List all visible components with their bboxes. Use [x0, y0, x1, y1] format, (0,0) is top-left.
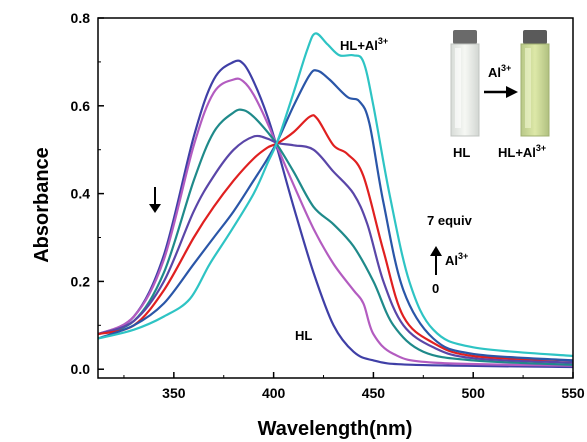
inset-arrow-label-sup: 3+ [501, 63, 511, 73]
inset-arrow-label: Al3+ [488, 63, 511, 80]
inset-left-label: HL [453, 145, 470, 160]
inset-right-label-sup: 3+ [536, 143, 546, 153]
y-axis-ticks: 0.0 0.2 0.4 0.6 0.8 [71, 10, 104, 377]
y-tick-label: 0.6 [71, 98, 91, 114]
series-line-5 [97, 114, 574, 362]
series-line-3 [97, 108, 574, 366]
series-line-2 [97, 77, 574, 367]
x-tick-label: 400 [262, 385, 286, 401]
x-tick-label: 550 [561, 385, 585, 401]
cuvette-hl-al [520, 30, 550, 137]
series-line-4 [97, 134, 574, 364]
y-tick-label: 0.4 [71, 186, 91, 202]
inset-arrow-icon [484, 86, 518, 98]
increase-arrow-icon [430, 246, 442, 275]
x-tick-label: 450 [362, 385, 386, 401]
top-curve-label-sup: 3+ [378, 36, 388, 46]
y-tick-label: 0.8 [71, 10, 91, 26]
series-line-1 [97, 59, 574, 369]
decrease-arrow-icon [149, 187, 161, 213]
top-curve-label-base: HL+Al [340, 38, 378, 53]
y-axis-title: Absorbance [31, 147, 53, 263]
series-line-6 [97, 69, 574, 362]
y-tick-label: 0.0 [71, 361, 91, 377]
series-lines [97, 32, 574, 369]
y-tick-label: 0.2 [71, 273, 91, 289]
ion-label-sup: 3+ [458, 251, 468, 261]
cuvette-hl [450, 30, 480, 137]
zero-label: 0 [432, 281, 439, 296]
hl-curve-label: HL [295, 328, 312, 343]
series-line-7 [97, 32, 574, 358]
x-axis-ticks: 350 400 450 500 550 [123, 372, 585, 401]
ion-label-base: Al [445, 253, 458, 268]
x-axis-title: Wavelength(nm) [258, 418, 413, 440]
inset-photo: Al3+ HL HL+Al3+ [450, 30, 550, 160]
inset-right-label-base: HL+Al [498, 145, 536, 160]
equiv-label: 7 equiv [427, 213, 473, 228]
plot-frame [97, 17, 574, 379]
x-tick-label: 350 [162, 385, 186, 401]
x-tick-label: 500 [462, 385, 486, 401]
top-curve-label: HL+Al3+ [340, 36, 388, 53]
inset-arrow-label-base: Al [488, 65, 501, 80]
ion-label: Al3+ [445, 251, 468, 268]
inset-right-label: HL+Al3+ [498, 143, 546, 160]
